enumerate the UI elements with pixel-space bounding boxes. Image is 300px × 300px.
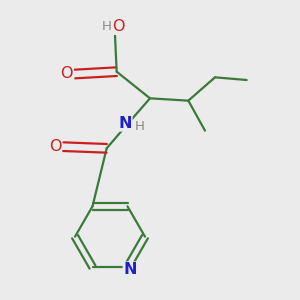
- Text: O: O: [112, 19, 124, 34]
- Text: N: N: [123, 262, 137, 277]
- Text: O: O: [60, 67, 73, 82]
- Text: H: H: [134, 120, 144, 133]
- Text: H: H: [102, 20, 112, 33]
- Text: O: O: [49, 139, 61, 154]
- Text: N: N: [118, 116, 132, 131]
